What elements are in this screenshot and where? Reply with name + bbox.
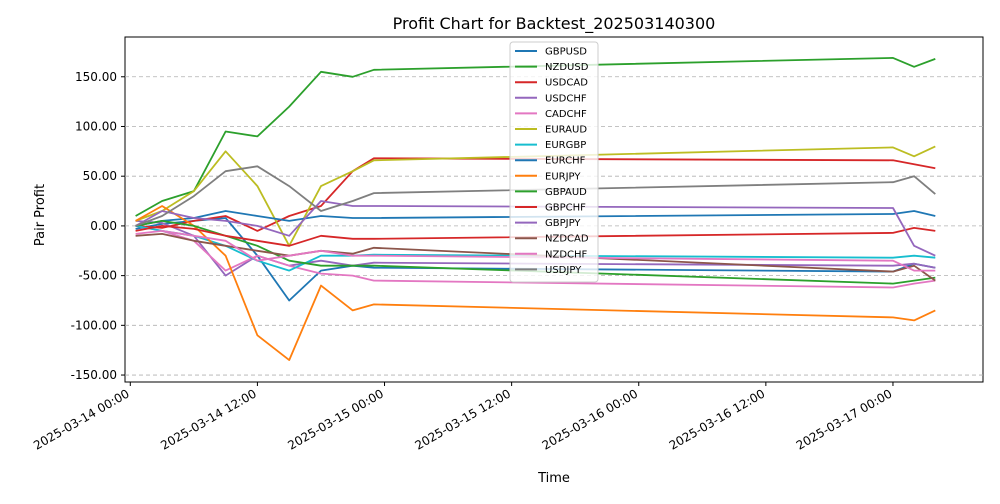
legend-label: GBPJPY <box>545 218 581 229</box>
x-tick-label: 2025-03-14 00:00 <box>31 386 132 452</box>
legend-label: EURCHF <box>545 156 586 167</box>
series-line-eurjpy <box>135 205 936 362</box>
series-line-usdjpy <box>135 165 936 227</box>
y-tick-label: 100.00 <box>75 119 117 133</box>
series-line-gbpjpy <box>135 200 936 257</box>
x-tick-label: 2025-03-17 00:00 <box>794 386 895 452</box>
x-tick-label: 2025-03-15 12:00 <box>412 386 513 452</box>
x-tick-label: 2025-03-14 12:00 <box>158 386 259 452</box>
legend-label: GBPUSD <box>545 47 587 58</box>
legend-label: NZDUSD <box>545 62 589 73</box>
legend-label: NZDCHF <box>545 249 588 260</box>
legend-label: USDJPY <box>545 265 582 276</box>
y-tick-label: -100.00 <box>71 318 117 332</box>
legend-label: EURJPY <box>545 171 581 182</box>
y-tick-label: -150.00 <box>71 368 117 382</box>
x-axis-label: Time <box>537 471 570 486</box>
x-tick-label: 2025-03-16 12:00 <box>667 386 768 452</box>
legend-label: EURAUD <box>545 125 587 136</box>
legend-label: NZDCAD <box>545 234 589 245</box>
x-tick-label: 2025-03-15 00:00 <box>285 386 386 452</box>
series-line-gbpchf <box>135 224 936 247</box>
series-lines <box>135 57 936 362</box>
legend-label: CADCHF <box>545 109 587 120</box>
x-tick-label: 2025-03-16 00:00 <box>540 386 641 452</box>
series-line-nzdchf <box>135 229 936 272</box>
series-line-nzdusd <box>135 57 936 217</box>
legend: GBPUSD NZDUSD USDCAD USDCHF CADCHF EURAUD EURG… <box>509 41 599 283</box>
y-tick-label: -50.00 <box>78 269 117 283</box>
series-line-gbpaud <box>135 219 936 285</box>
y-tick-label: 50.00 <box>83 169 117 183</box>
y-axis-label: Pair Profit <box>33 184 48 246</box>
legend-label: USDCHF <box>545 93 587 104</box>
legend-label: USDCAD <box>545 78 588 89</box>
chart-title: Profit Chart for Backtest_202503140300 <box>393 14 716 34</box>
legend-label: GBPAUD <box>545 187 587 198</box>
legend-label: EURGBP <box>545 140 586 151</box>
y-tick-label: 150.00 <box>75 70 117 84</box>
legend-label: GBPCHF <box>545 203 586 214</box>
series-line-euraud <box>135 145 936 247</box>
y-tick-label: 0.00 <box>90 219 117 233</box>
